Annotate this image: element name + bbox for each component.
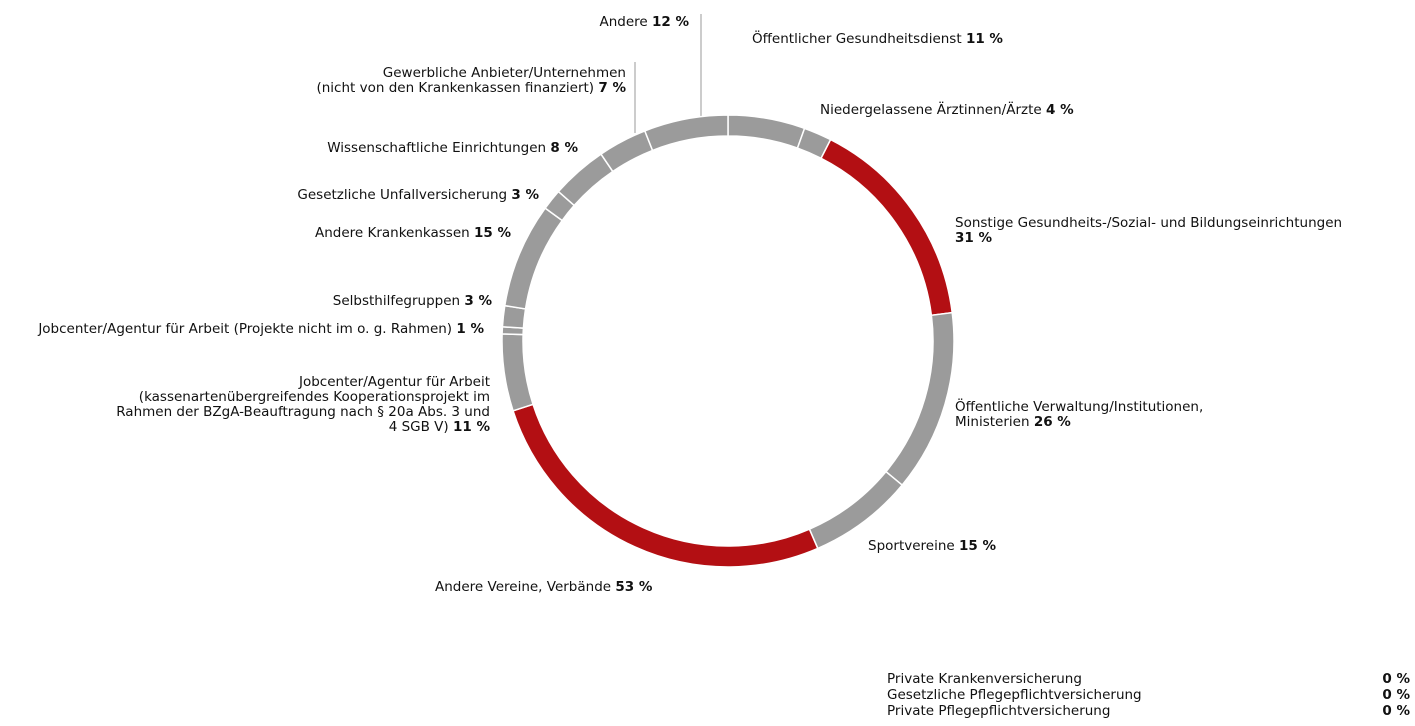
zero-value: 0 % [1382, 671, 1410, 687]
category-name: Sportvereine [868, 538, 955, 554]
donut-segment [501, 333, 534, 412]
donut-segment [808, 470, 904, 550]
value-label: 15 % [473, 225, 511, 241]
category-name: Öffentlicher Gesundheitsdienst [752, 31, 962, 47]
category-name: Öffentliche Verwaltung/Institutionen, Mi… [955, 399, 1204, 430]
donut-segment [884, 311, 955, 487]
segment-label: Gesetzliche Unfallversicherung 3 % [297, 188, 539, 203]
segment-label: Öffentliche Verwaltung/Institutionen, Mi… [955, 400, 1203, 430]
segment-label: Selbsthilfegruppen 3 % [333, 294, 492, 309]
category-name: Jobcenter/Agentur für Arbeit (kassenarte… [116, 374, 490, 435]
value-label: 4 % [1045, 102, 1074, 118]
segment-label: Öffentlicher Gesundheitsdienst 11 % [752, 32, 1003, 47]
value-label: 12 % [651, 14, 689, 30]
zero-value: 0 % [1382, 687, 1410, 703]
segment-label: Andere 12 % [599, 15, 689, 30]
donut-segment [599, 129, 654, 173]
segment-label: Gewerbliche Anbieter/Unternehmen (nicht … [316, 66, 626, 96]
zero-category: Private Pflegepflichtversicherung [887, 703, 1111, 719]
segment-label: Jobcenter/Agentur für Arbeit (kassenarte… [116, 375, 490, 435]
segment-label: Jobcenter/Agentur für Arbeit (Projekte n… [38, 322, 484, 337]
donut-segment [643, 114, 729, 152]
category-name: Andere [599, 14, 648, 30]
value-label: 3 % [464, 293, 492, 309]
value-label: 11 % [452, 419, 490, 435]
value-label: 53 % [615, 579, 653, 595]
zero-category: Private Krankenversicherung [887, 671, 1082, 687]
zero-category: Gesetzliche Pflegepflichtversicherung [887, 687, 1142, 703]
category-name: Niedergelassene Ärztinnen/Ärzte [820, 102, 1042, 118]
donut-segment [512, 403, 819, 568]
category-name: Gesetzliche Unfallversicherung [297, 187, 508, 203]
value-label: 7 % [598, 80, 626, 96]
donut-segment [503, 207, 564, 310]
category-name: Gewerbliche Anbieter/Unternehmen (nicht … [316, 65, 626, 96]
value-label: 15 % [959, 538, 997, 554]
value-label: 11 % [965, 31, 1003, 47]
category-name: Andere Krankenkassen [314, 225, 470, 241]
category-name: Andere Vereine, Verbände [435, 579, 612, 595]
segment-label: Niedergelassene Ärztinnen/Ärzte 4 % [820, 103, 1074, 118]
segment-label: Wissenschaftliche Einrichtungen 8 % [327, 141, 578, 156]
value-label: 26 % [1033, 414, 1071, 430]
category-name: Wissenschaftliche Einrichtungen [327, 140, 547, 156]
value-label: 8 % [550, 140, 578, 156]
zero-value: 0 % [1382, 703, 1410, 719]
segment-label: Sportvereine 15 % [868, 539, 996, 554]
segment-label: Sonstige Gesundheits-/Sozial- und Bildun… [955, 216, 1342, 246]
donut-segment [727, 114, 806, 150]
category-name: Sonstige Gesundheits-/Sozial- und Bildun… [955, 215, 1343, 231]
segment-label: Andere Vereine, Verbände 53 % [435, 580, 652, 595]
value-label: 1 % [456, 321, 484, 337]
category-name: Selbsthilfegruppen [332, 293, 461, 309]
segment-label: Andere Krankenkassen 15 % [315, 226, 511, 241]
donut-segment [820, 138, 954, 317]
category-name: Jobcenter/Agentur für Arbeit (Projekte n… [38, 321, 453, 337]
value-label: 31 % [955, 230, 993, 246]
value-label: 3 % [511, 187, 539, 203]
donut-segment [557, 153, 614, 207]
